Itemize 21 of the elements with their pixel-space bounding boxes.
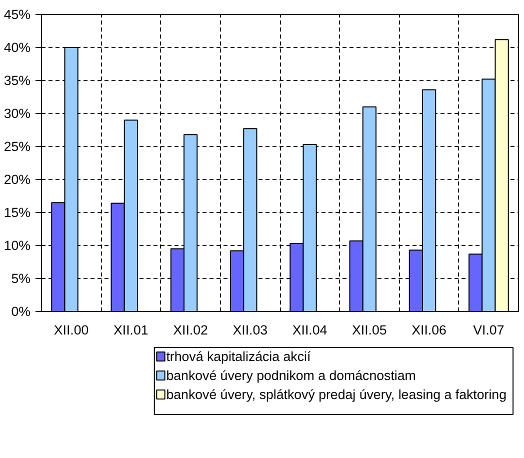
y-tick-label: 40% xyxy=(4,40,31,55)
legend-label: bankové úvery podnikom a domácnostiam xyxy=(166,368,416,383)
x-tick-label: XII.04 xyxy=(292,322,328,338)
y-tick-label: 10% xyxy=(4,238,31,253)
x-tick-label: XII.02 xyxy=(173,322,208,338)
y-tick-label: 5% xyxy=(11,271,31,286)
x-tick-label: XII.05 xyxy=(352,322,387,338)
x-tick-label: VI.07 xyxy=(473,322,504,338)
y-tick-label: 45% xyxy=(4,7,31,22)
y-tick-label: 35% xyxy=(4,73,31,88)
y-tick-label: 15% xyxy=(4,205,31,220)
x-tick-label: XII.06 xyxy=(412,322,446,338)
y-tick-label: 0% xyxy=(11,304,31,319)
y-tick-label: 25% xyxy=(4,139,31,154)
x-tick-label: XII.03 xyxy=(232,322,268,338)
y-tick-label: 30% xyxy=(4,106,31,121)
x-tick-label: XII.01 xyxy=(114,322,148,338)
legend-label: trhová kapitalizácia akcií xyxy=(166,349,311,364)
legend-label: bankové úvery, splátkový predaj úvery, leasing a faktoring xyxy=(166,387,507,402)
y-tick-label: 20% xyxy=(4,172,31,187)
x-tick-label: XII.00 xyxy=(54,322,89,338)
